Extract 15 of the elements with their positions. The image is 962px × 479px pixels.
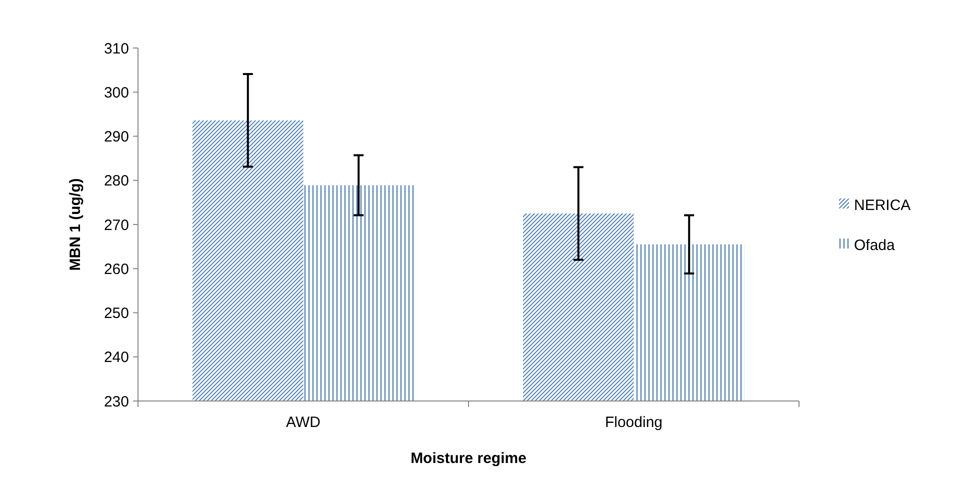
y-tick-label: 270 — [104, 216, 129, 234]
y-tick-label: 260 — [104, 260, 129, 278]
y-tick-label: 230 — [104, 393, 129, 410]
legend-label: NERICA — [854, 196, 911, 214]
y-tick-label: 300 — [104, 84, 129, 102]
y-tick-label: 290 — [104, 128, 129, 146]
x-axis-title: Moisture regime — [410, 450, 526, 467]
legend-label: Ofada — [854, 236, 896, 254]
y-tick-label: 280 — [104, 172, 129, 190]
x-tick-label: Flooding — [604, 414, 663, 431]
x-tick-label: AWD — [286, 414, 321, 431]
y-axis-title: MBN 1 (ug/g) — [67, 178, 84, 271]
y-tick-label: 240 — [104, 349, 129, 366]
y-tick-label: 310 — [104, 40, 129, 58]
y-tick-label: 250 — [104, 305, 129, 322]
